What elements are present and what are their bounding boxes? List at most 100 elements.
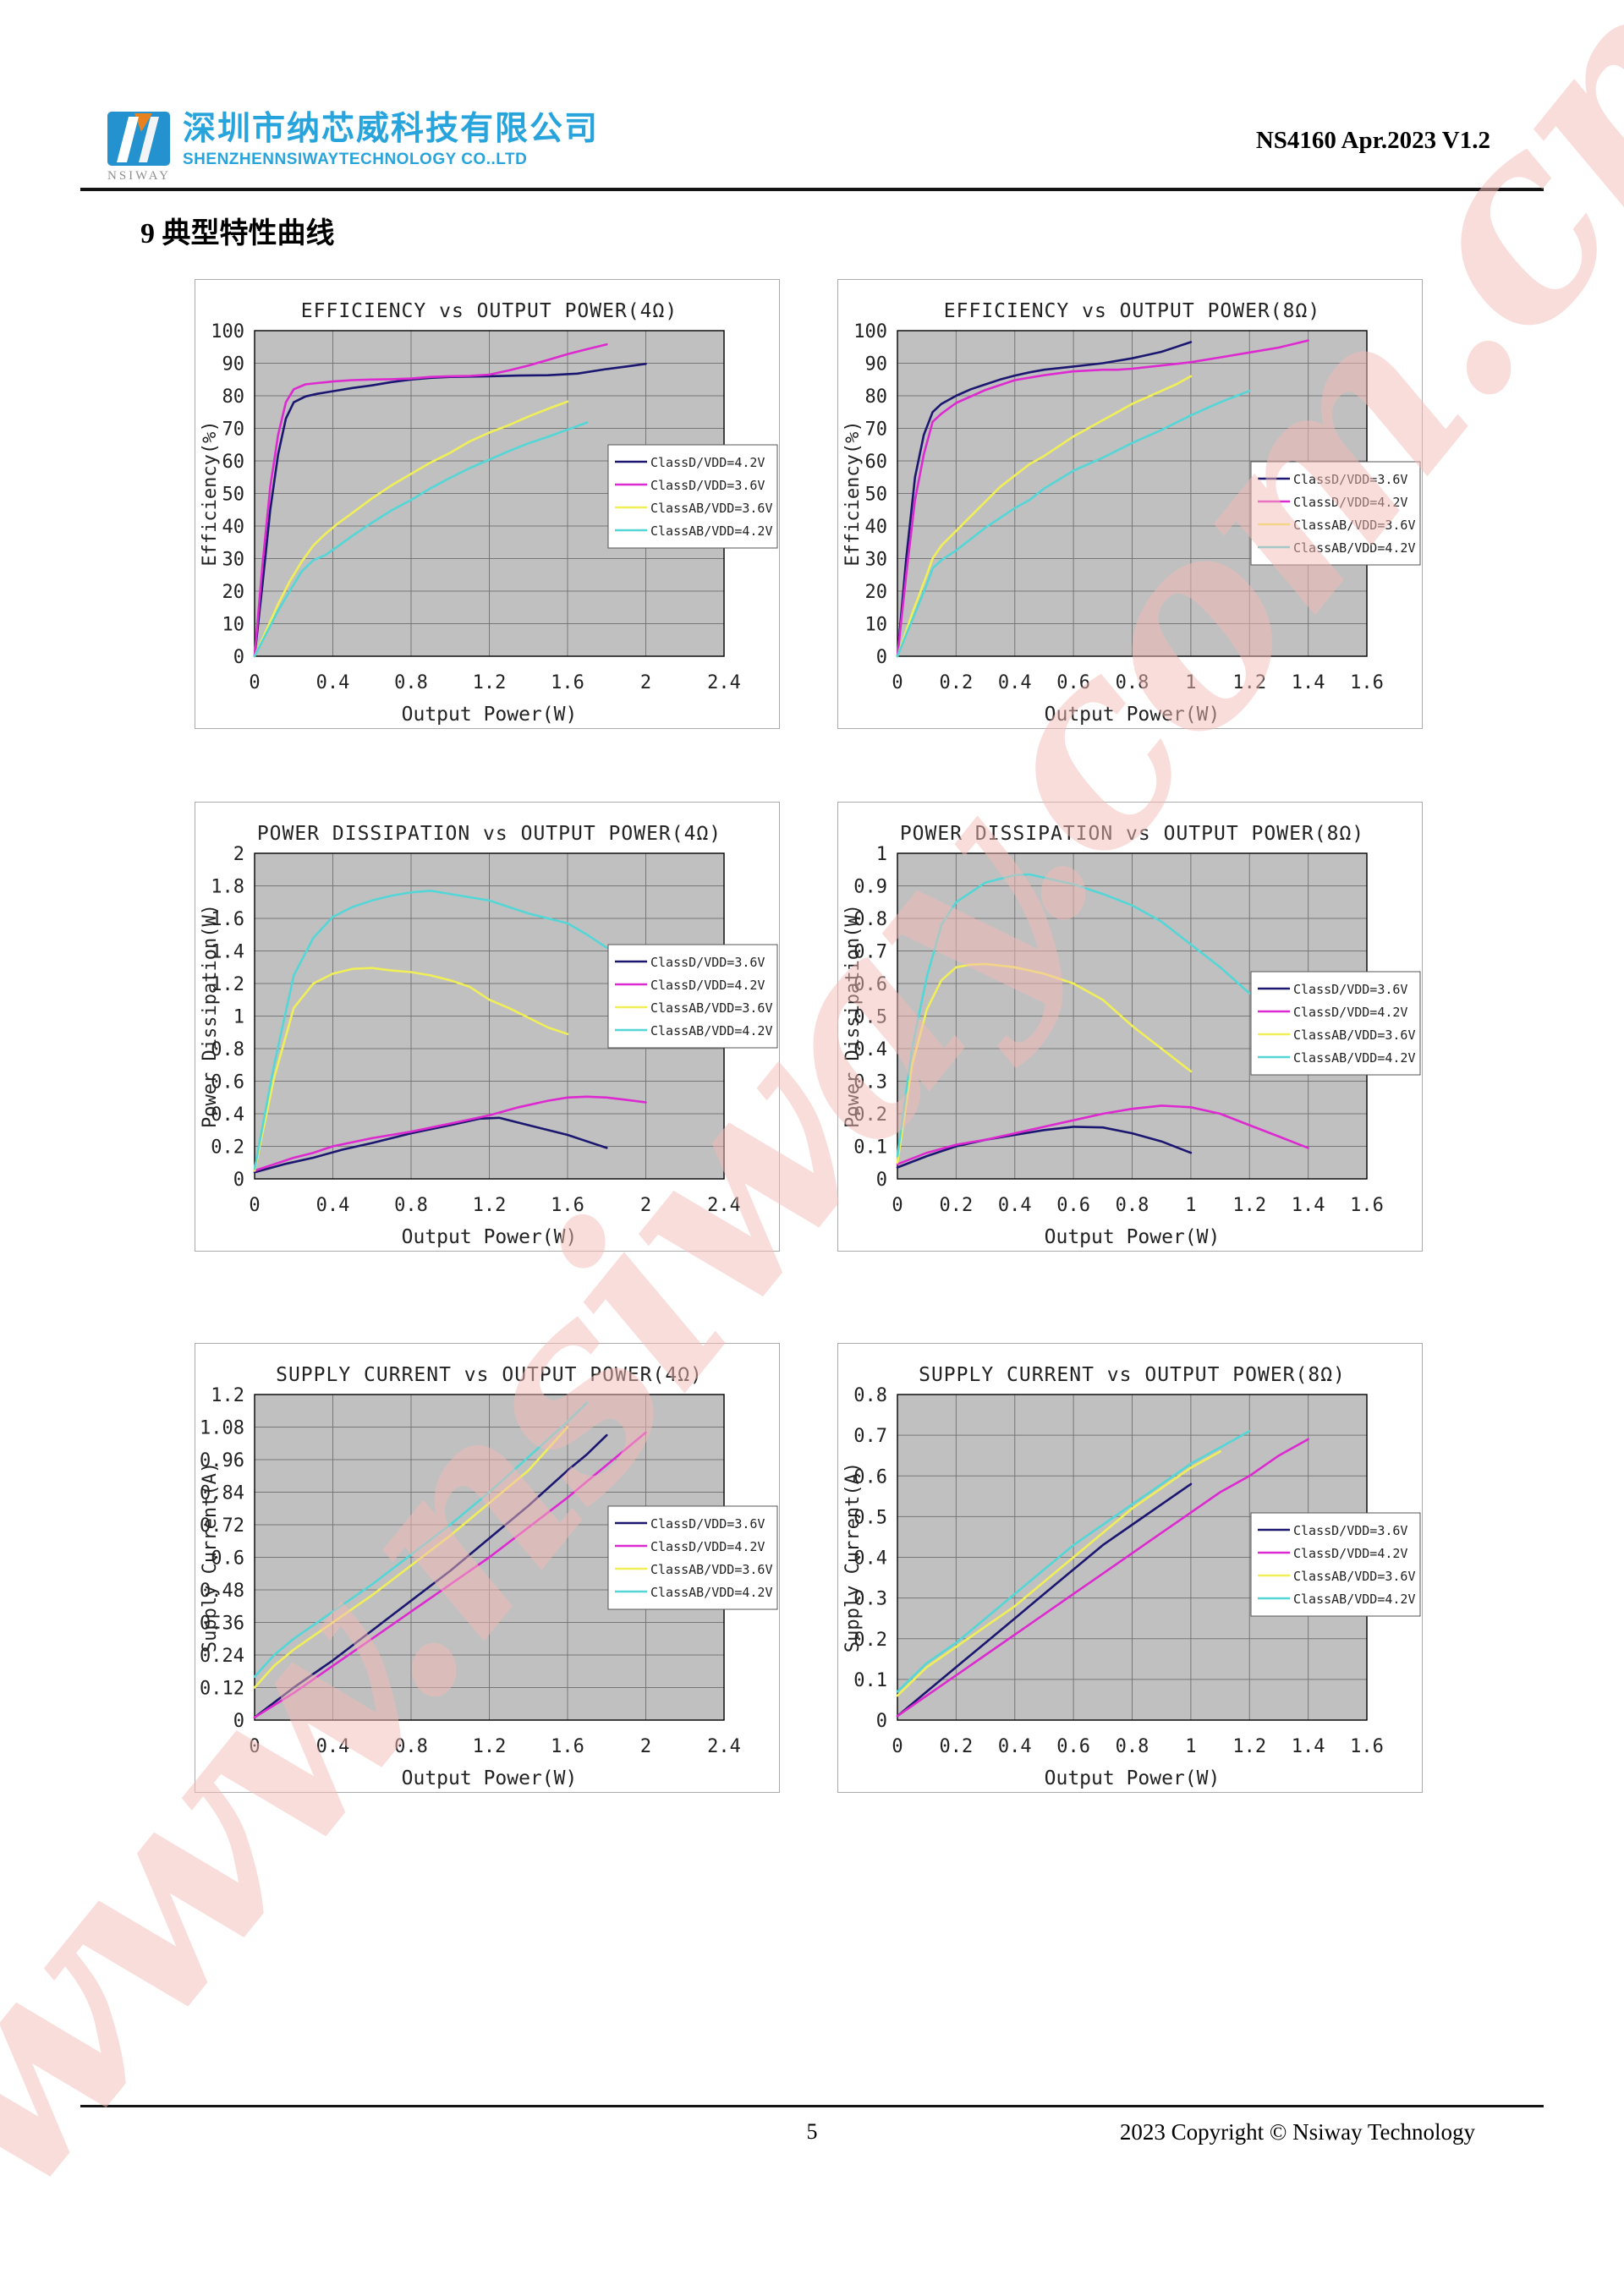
chart-power-dissipation-8ohm: POWER DISSIPATION vs OUTPUT POWER(8Ω) 0 0.… [837, 802, 1423, 1252]
svg-text:0.2: 0.2 [853, 1104, 887, 1126]
svg-text:90: 90 [865, 354, 888, 375]
svg-text:0: 0 [876, 1711, 887, 1732]
company-block: 深圳市纳芯威科技有限公司 SHENZHENNSIWAYTECHNOLOGY CO… [183, 111, 599, 169]
svg-text:ClassAB/VDD=3.6V: ClassAB/VDD=3.6V [1293, 1569, 1416, 1584]
svg-text:0.4: 0.4 [316, 672, 350, 693]
svg-text:1.08: 1.08 [200, 1418, 244, 1439]
svg-text:1: 1 [1185, 1736, 1196, 1757]
svg-text:1.4: 1.4 [1292, 1736, 1325, 1757]
svg-text:Output Power(W): Output Power(W) [1045, 1767, 1221, 1789]
svg-text:POWER DISSIPATION vs OUTPUT PO: POWER DISSIPATION vs OUTPUT POWER(8Ω) [900, 823, 1364, 845]
svg-text:1.6: 1.6 [551, 1195, 584, 1216]
svg-text:100: 100 [211, 321, 244, 342]
svg-text:10: 10 [865, 615, 888, 636]
svg-text:2: 2 [640, 1736, 651, 1757]
svg-text:1.8: 1.8 [211, 877, 244, 898]
svg-text:1.2: 1.2 [1232, 672, 1266, 693]
svg-text:Efficiency(%): Efficiency(%) [200, 420, 221, 566]
svg-text:ClassAB/VDD=4.2V: ClassAB/VDD=4.2V [650, 1585, 773, 1600]
svg-text:0: 0 [249, 1195, 260, 1216]
document-id: NS4160 Apr.2023 V1.2 [1255, 127, 1490, 154]
chart-canvas-5: SUPPLY CURRENT vs OUTPUT POWER(8Ω) 0 0.2 0.… [842, 1364, 1421, 1789]
svg-text:0.3: 0.3 [853, 1072, 887, 1093]
svg-text:0: 0 [233, 647, 244, 668]
svg-text:0.4: 0.4 [998, 672, 1032, 693]
svg-text:0: 0 [892, 1195, 903, 1216]
svg-text:ClassD/VDD=4.2V: ClassD/VDD=4.2V [650, 978, 765, 993]
svg-text:ClassD/VDD=3.6V: ClassD/VDD=3.6V [650, 955, 765, 970]
svg-text:Output Power(W): Output Power(W) [1045, 1226, 1221, 1248]
svg-text:0.5: 0.5 [853, 1007, 887, 1028]
svg-text:2: 2 [640, 672, 651, 693]
svg-text:1: 1 [1185, 672, 1196, 693]
svg-text:0.4: 0.4 [853, 1039, 887, 1060]
svg-text:60: 60 [865, 452, 888, 473]
svg-text:0.7: 0.7 [853, 942, 887, 963]
svg-text:Output Power(W): Output Power(W) [402, 1226, 578, 1248]
svg-text:0.2: 0.2 [940, 1736, 974, 1757]
svg-text:0.8: 0.8 [853, 909, 887, 930]
svg-text:ClassAB/VDD=3.6V: ClassAB/VDD=3.6V [1293, 518, 1416, 533]
svg-text:2: 2 [233, 844, 244, 865]
svg-text:ClassD/VDD=4.2V: ClassD/VDD=4.2V [1293, 1546, 1407, 1561]
svg-text:2.4: 2.4 [707, 1195, 741, 1216]
svg-text:0.2: 0.2 [211, 1137, 244, 1159]
svg-text:1.2: 1.2 [1232, 1195, 1266, 1216]
chart-supply-current-8ohm: SUPPLY CURRENT vs OUTPUT POWER(8Ω) 0 0.2 0.… [837, 1343, 1423, 1793]
svg-text:80: 80 [222, 386, 245, 408]
svg-text:1.2: 1.2 [473, 1195, 507, 1216]
svg-text:0: 0 [892, 1736, 903, 1757]
svg-text:1.2: 1.2 [1232, 1736, 1266, 1757]
svg-text:2.4: 2.4 [707, 1736, 741, 1757]
svg-text:0.2: 0.2 [853, 1630, 887, 1651]
svg-text:ClassD/VDD=4.2V: ClassD/VDD=4.2V [650, 455, 765, 470]
svg-text:0.8: 0.8 [394, 672, 428, 693]
svg-text:ClassAB/VDD=3.6V: ClassAB/VDD=3.6V [650, 1000, 773, 1016]
svg-text:1.2: 1.2 [473, 1736, 507, 1757]
svg-text:0.5: 0.5 [853, 1507, 887, 1528]
svg-text:0: 0 [249, 672, 260, 693]
svg-text:60: 60 [222, 452, 245, 473]
svg-text:ClassAB/VDD=4.2V: ClassAB/VDD=4.2V [1293, 1050, 1416, 1066]
svg-text:30: 30 [865, 550, 888, 571]
svg-text:1: 1 [876, 844, 887, 865]
svg-text:Power Dissipation(W): Power Dissipation(W) [200, 904, 221, 1128]
svg-text:Efficiency(%): Efficiency(%) [842, 420, 864, 566]
svg-text:ClassD/VDD=3.6V: ClassD/VDD=3.6V [1293, 1523, 1407, 1538]
svg-text:0: 0 [233, 1711, 244, 1732]
svg-text:0.8: 0.8 [394, 1195, 428, 1216]
svg-text:ClassD/VDD=3.6V: ClassD/VDD=3.6V [1293, 982, 1407, 997]
svg-text:2.4: 2.4 [707, 672, 741, 693]
svg-text:Output Power(W): Output Power(W) [402, 1767, 578, 1789]
svg-text:0.8: 0.8 [853, 1385, 887, 1406]
svg-text:ClassD/VDD=4.2V: ClassD/VDD=4.2V [1293, 1005, 1407, 1020]
svg-text:ClassAB/VDD=4.2V: ClassAB/VDD=4.2V [650, 1023, 773, 1038]
svg-text:0.84: 0.84 [200, 1483, 244, 1504]
svg-text:40: 40 [222, 517, 245, 538]
svg-text:0.6: 0.6 [1056, 672, 1090, 693]
footer-divider [80, 2105, 1544, 2107]
svg-text:80: 80 [865, 386, 888, 408]
svg-text:50: 50 [222, 485, 245, 506]
nsiway-logo: NSIWAY [107, 110, 176, 187]
svg-text:50: 50 [865, 485, 888, 506]
svg-text:0.96: 0.96 [200, 1450, 244, 1471]
svg-text:0.6: 0.6 [853, 1466, 887, 1488]
svg-text:20: 20 [865, 582, 888, 603]
svg-text:0.6: 0.6 [1056, 1736, 1090, 1757]
svg-text:ClassAB/VDD=3.6V: ClassAB/VDD=3.6V [1293, 1027, 1416, 1043]
svg-text:Output Power(W): Output Power(W) [402, 704, 578, 726]
svg-text:0.7: 0.7 [853, 1426, 887, 1447]
company-name-en: SHENZHENNSIWAYTECHNOLOGY CO..LTD [183, 150, 528, 168]
svg-text:70: 70 [222, 419, 245, 441]
svg-text:1.6: 1.6 [1350, 672, 1384, 693]
svg-text:1.2: 1.2 [211, 1385, 244, 1406]
svg-text:SUPPLY CURRENT vs OUTPUT POWER: SUPPLY CURRENT vs OUTPUT POWER(8Ω) [919, 1364, 1346, 1386]
svg-text:90: 90 [222, 354, 245, 375]
svg-text:0: 0 [892, 672, 903, 693]
svg-text:ClassAB/VDD=4.2V: ClassAB/VDD=4.2V [650, 523, 773, 539]
svg-text:ClassAB/VDD=3.6V: ClassAB/VDD=3.6V [650, 1562, 773, 1577]
svg-text:ClassD/VDD=4.2V: ClassD/VDD=4.2V [650, 1539, 765, 1554]
svg-text:0.6: 0.6 [211, 1548, 244, 1570]
svg-text:0.24: 0.24 [200, 1646, 244, 1667]
